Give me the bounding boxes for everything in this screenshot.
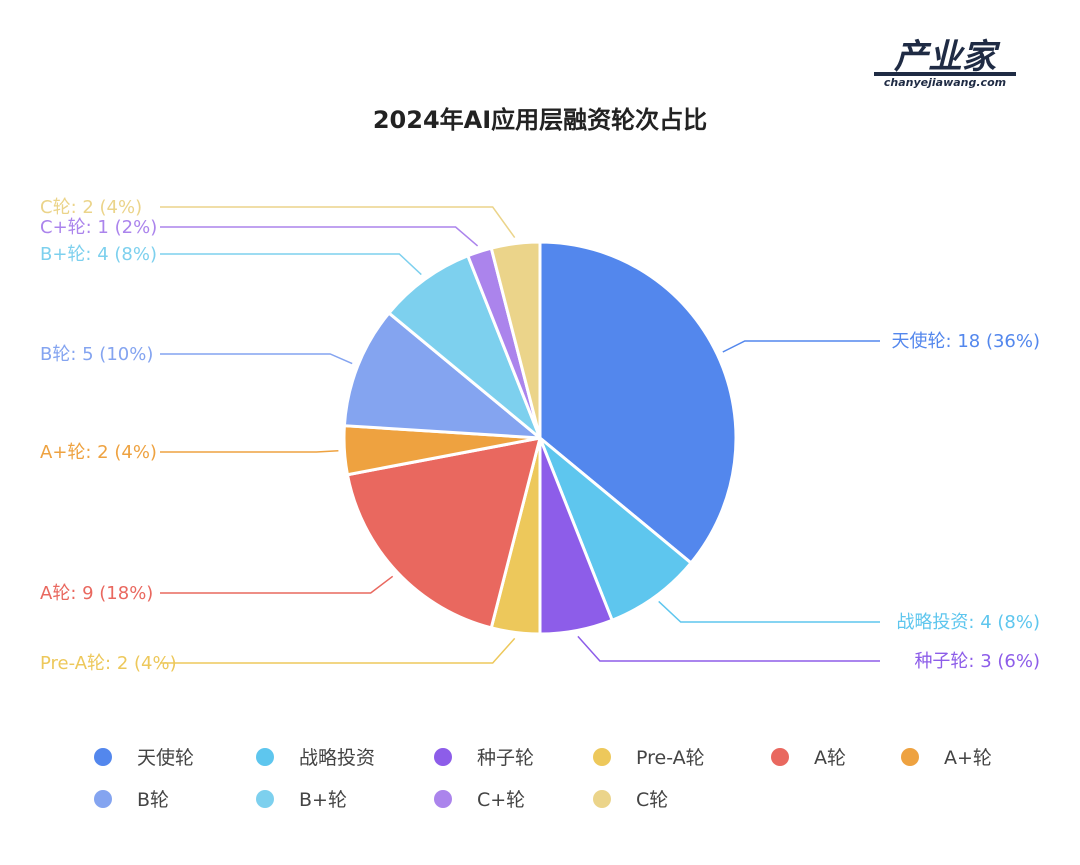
legend-item-A轮-marker (771, 748, 789, 766)
slice-天使轮 (538, 240, 738, 565)
slice-B轮-leader-line (160, 353, 353, 365)
legend-item-C轮[interactable]: C轮 (593, 789, 668, 811)
slice-A轮 (345, 436, 542, 630)
slice-种子轮-label: 种子轮: 3 (6%) (914, 651, 1040, 672)
legend-item-B-plus轮-label: B+轮 (299, 789, 347, 811)
legend-item-天使轮[interactable]: 天使轮 (94, 747, 194, 769)
legend-item-B-plus轮[interactable]: B+轮 (256, 789, 347, 811)
legend-item-战略投资[interactable]: 战略投资 (256, 747, 375, 769)
slice-天使轮-label: 天使轮: 18 (36%) (892, 331, 1040, 352)
chart-title: 2024年AI应用层融资轮次占比 (373, 106, 707, 134)
legend-item-A-plus轮-marker (901, 748, 919, 766)
legend-item-B轮-marker (94, 790, 112, 808)
logo-sub-text: chanyejiawang.com (884, 76, 1006, 89)
pie-leader-lines (160, 206, 880, 664)
legend-item-B-plus轮-marker (256, 790, 274, 808)
legend-item-战略投资-label: 战略投资 (299, 747, 375, 769)
slice-C轮-label: C轮: 2 (4%) (40, 197, 142, 218)
slice-B-plus轮 (387, 254, 542, 440)
slice-B轮-label: B轮: 5 (10%) (40, 344, 153, 365)
legend-item-Pre-A轮-label: Pre-A轮 (636, 747, 705, 769)
legend-item-A轮[interactable]: A轮 (771, 747, 846, 769)
logo-underline (874, 72, 1016, 76)
legend-item-种子轮-marker (434, 748, 452, 766)
slice-C轮 (489, 240, 542, 440)
slice-C-plus轮-label: C+轮: 1 (2%) (40, 217, 157, 238)
legend-item-C轮-label: C轮 (636, 789, 668, 811)
logo: 产业家 chanyejiawang.com (874, 37, 1016, 89)
pie-slices (342, 240, 738, 636)
legend-item-C轮-marker (593, 790, 611, 808)
legend-item-种子轮[interactable]: 种子轮 (434, 747, 534, 769)
slice-C-plus轮-leader-line (160, 226, 479, 247)
legend-item-Pre-A轮-marker (593, 748, 611, 766)
slice-A-plus轮-label: A+轮: 2 (4%) (40, 442, 157, 463)
legend-item-A轮-label: A轮 (814, 747, 846, 769)
slice-A轮-leader-line (160, 575, 394, 594)
legend-item-B轮[interactable]: B轮 (94, 789, 169, 811)
slice-A轮-label: A轮: 9 (18%) (40, 583, 153, 604)
slice-天使轮-leader-line (722, 340, 880, 353)
logo-main-text: 产业家 (894, 37, 1001, 77)
slice-种子轮-leader-line (577, 635, 880, 662)
pie-labels: 天使轮: 18 (36%) 战略投资: 4 (8%) 种子轮: 3 (6%) Pre-… (40, 197, 1040, 674)
legend-item-Pre-A轮[interactable]: Pre-A轮 (593, 747, 705, 769)
legend-item-C-plus轮[interactable]: C+轮 (434, 789, 525, 811)
legend-item-A-plus轮[interactable]: A+轮 (901, 747, 992, 769)
slice-A-plus轮-leader-line (160, 449, 339, 453)
slice-战略投资-label: 战略投资: 4 (8%) (896, 612, 1040, 633)
slice-B轮 (342, 311, 542, 440)
legend-item-天使轮-marker (94, 748, 112, 766)
slice-Pre-A轮-leader-line (160, 637, 516, 664)
slice-战略投资 (538, 436, 693, 622)
legend-item-天使轮-label: 天使轮 (137, 747, 194, 769)
legend-item-C-plus轮-marker (434, 790, 452, 808)
slice-C轮-leader-line (160, 206, 516, 239)
slice-战略投资-leader-line (658, 600, 880, 623)
slice-Pre-A轮-label: Pre-A轮: 2 (4%) (40, 653, 177, 674)
legend-item-战略投资-marker (256, 748, 274, 766)
legend-item-C-plus轮-label: C+轮 (477, 789, 525, 811)
legend-item-A-plus轮-label: A+轮 (944, 747, 992, 769)
legend: 天使轮 战略投资 种子轮 Pre-A轮 A轮 A+轮 B轮 B+轮 C+轮 C轮 (94, 747, 992, 811)
slice-B-plus轮-leader-line (160, 253, 422, 276)
legend-item-种子轮-label: 种子轮 (477, 747, 534, 769)
slice-B-plus轮-label: B+轮: 4 (8%) (40, 244, 157, 265)
legend-item-B轮-label: B轮 (137, 789, 169, 811)
